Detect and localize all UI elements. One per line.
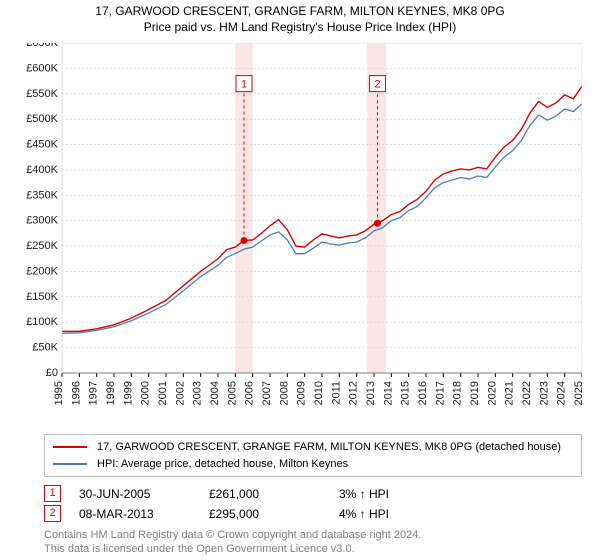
footer-line1: Contains HM Land Registry data © Crown c… bbox=[44, 529, 421, 541]
svg-text:2012: 2012 bbox=[348, 381, 360, 405]
marker-date: 30-JUN-2005 bbox=[79, 487, 209, 501]
marker-number-box: 1 bbox=[44, 485, 61, 502]
chart-plot: £0 £50K £100K £150K £200K £250K £300K £350K £400… bbox=[18, 43, 582, 428]
svg-text:2006: 2006 bbox=[244, 381, 256, 405]
svg-text:2022: 2022 bbox=[521, 381, 533, 405]
svg-text:2003: 2003 bbox=[192, 381, 204, 405]
svg-text:£250K: £250K bbox=[26, 240, 58, 252]
svg-text:2014: 2014 bbox=[382, 381, 394, 405]
svg-text:2000: 2000 bbox=[140, 381, 152, 405]
marker-row: 2 08-MAR-2013£295,0004% ↑ HPI bbox=[44, 505, 582, 522]
svg-text:1995: 1995 bbox=[53, 381, 65, 405]
svg-text:1997: 1997 bbox=[88, 381, 100, 405]
svg-text:£300K: £300K bbox=[26, 215, 58, 227]
svg-text:2020: 2020 bbox=[486, 381, 498, 405]
svg-text:2019: 2019 bbox=[469, 381, 481, 405]
svg-text:1996: 1996 bbox=[70, 381, 82, 405]
title-line2: Price paid vs. HM Land Registry's House … bbox=[144, 20, 456, 34]
legend-swatch bbox=[53, 446, 87, 448]
marker-delta: 4% ↑ HPI bbox=[339, 507, 469, 521]
svg-text:£500K: £500K bbox=[26, 113, 58, 125]
plot-svg: £0 £50K £100K £150K £200K £250K £300K £350K £400… bbox=[18, 43, 582, 425]
svg-text:£150K: £150K bbox=[26, 291, 58, 303]
svg-text:2001: 2001 bbox=[157, 381, 169, 405]
svg-text:2013: 2013 bbox=[365, 381, 377, 405]
svg-text:1: 1 bbox=[241, 79, 247, 91]
svg-text:£100K: £100K bbox=[26, 316, 58, 328]
svg-text:2: 2 bbox=[374, 79, 380, 91]
marker-price: £261,000 bbox=[209, 487, 339, 501]
legend-label: HPI: Average price, detached house, Milt… bbox=[97, 456, 348, 473]
svg-text:2021: 2021 bbox=[504, 381, 516, 405]
svg-text:2005: 2005 bbox=[226, 381, 238, 405]
svg-text:2011: 2011 bbox=[330, 381, 342, 405]
svg-text:£0: £0 bbox=[46, 367, 58, 379]
svg-text:2018: 2018 bbox=[452, 381, 464, 405]
title-line1: 17, GARWOOD CRESCENT, GRANGE FARM, MILTO… bbox=[95, 4, 504, 18]
svg-text:2009: 2009 bbox=[296, 381, 308, 405]
marker-number-box: 2 bbox=[44, 505, 61, 522]
svg-text:2024: 2024 bbox=[556, 381, 568, 405]
svg-text:2025: 2025 bbox=[573, 381, 582, 405]
legend-swatch bbox=[53, 463, 87, 465]
svg-text:2004: 2004 bbox=[209, 381, 221, 405]
svg-text:1998: 1998 bbox=[105, 381, 117, 405]
svg-text:2016: 2016 bbox=[417, 381, 429, 405]
svg-text:£550K: £550K bbox=[26, 88, 58, 100]
svg-text:£450K: £450K bbox=[26, 139, 58, 151]
legend-label: 17, GARWOOD CRESCENT, GRANGE FARM, MILTO… bbox=[97, 439, 561, 456]
svg-text:2008: 2008 bbox=[278, 381, 290, 405]
svg-text:2017: 2017 bbox=[434, 381, 446, 405]
legend: 17, GARWOOD CRESCENT, GRANGE FARM, MILTO… bbox=[44, 434, 582, 477]
legend-item: 17, GARWOOD CRESCENT, GRANGE FARM, MILTO… bbox=[53, 439, 573, 456]
svg-text:£50K: £50K bbox=[32, 342, 58, 354]
footer-line2: This data is licensed under the Open Gov… bbox=[44, 543, 355, 555]
marker-row: 1 30-JUN-2005£261,0003% ↑ HPI bbox=[44, 485, 582, 502]
footer: Contains HM Land Registry data © Crown c… bbox=[44, 528, 582, 557]
marker-delta: 3% ↑ HPI bbox=[339, 487, 469, 501]
marker-table: 1 30-JUN-2005£261,0003% ↑ HPI 2 08-MAR-2013… bbox=[44, 485, 582, 522]
marker-price: £295,000 bbox=[209, 507, 339, 521]
marker-date: 08-MAR-2013 bbox=[79, 507, 209, 521]
legend-item: HPI: Average price, detached house, Milt… bbox=[53, 456, 573, 473]
svg-text:2010: 2010 bbox=[313, 381, 325, 405]
svg-text:£650K: £650K bbox=[26, 43, 58, 49]
chart-title: 17, GARWOOD CRESCENT, GRANGE FARM, MILTO… bbox=[0, 0, 600, 35]
svg-text:2007: 2007 bbox=[261, 381, 273, 405]
svg-text:1999: 1999 bbox=[122, 381, 134, 405]
svg-text:2002: 2002 bbox=[174, 381, 186, 405]
svg-text:£400K: £400K bbox=[26, 164, 58, 176]
svg-text:£200K: £200K bbox=[26, 266, 58, 278]
svg-text:£350K: £350K bbox=[26, 189, 58, 201]
svg-text:2023: 2023 bbox=[538, 381, 550, 405]
svg-text:£600K: £600K bbox=[26, 63, 58, 75]
svg-text:2015: 2015 bbox=[400, 381, 412, 405]
